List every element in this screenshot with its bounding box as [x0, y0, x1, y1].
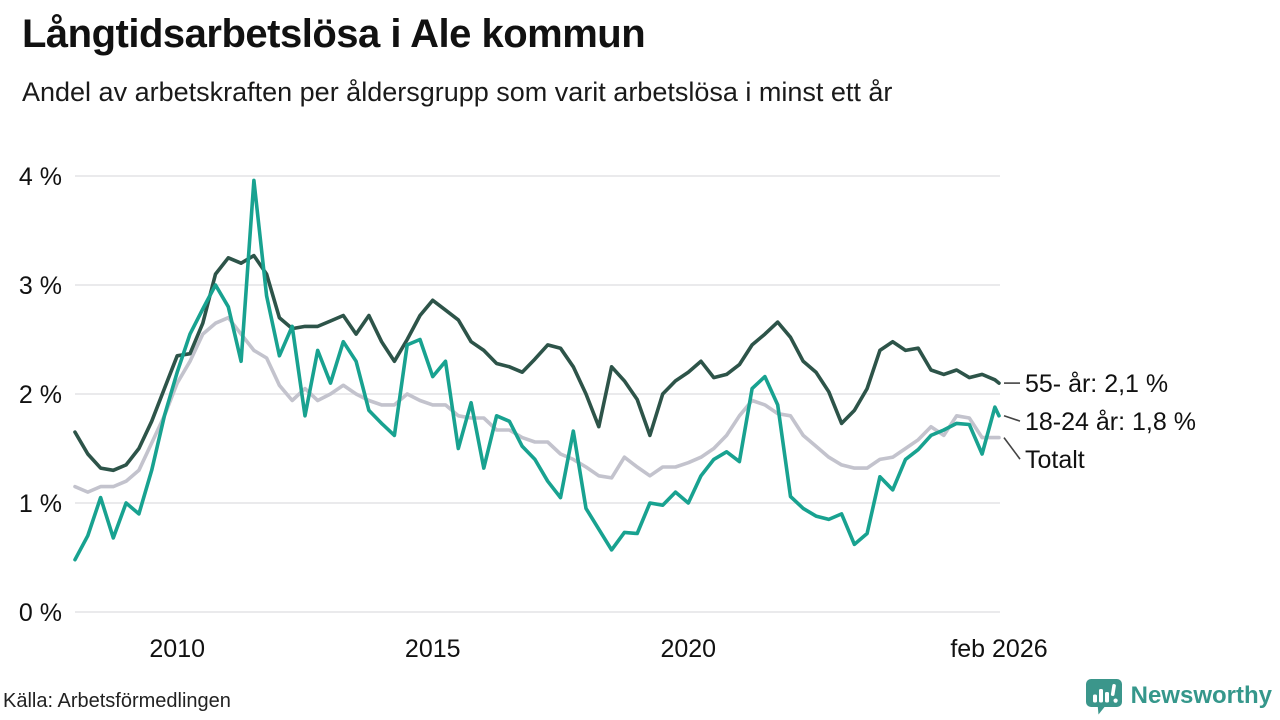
newsworthy-wordmark: Newsworthy — [1130, 682, 1272, 709]
page-title: Långtidsarbetslösa i Ale kommun — [22, 12, 646, 56]
y-tick-label-1: 1 % — [19, 490, 62, 518]
y-tick-label-3: 3 % — [19, 272, 62, 300]
x-tick-label-2015: 2015 — [405, 635, 461, 663]
x-tick-label-2010: 2010 — [149, 635, 205, 663]
source-attribution: Källa: Arbetsförmedlingen — [3, 690, 231, 712]
y-tick-label-0: 0 % — [19, 599, 62, 627]
annotation-connector-18-24-ar — [1003, 415, 1021, 422]
series-line-55-ar — [73, 253, 1001, 473]
newsworthy-speech-bubble-bar-chart-icon — [1085, 679, 1122, 715]
series-line-18-24-ar — [73, 178, 1001, 562]
page-subtitle: Andel av arbetskraften per åldersgrupp s… — [22, 77, 893, 107]
annotation-label-55-ar: 55- år: 2,1 % — [1025, 370, 1168, 398]
newsworthy-brand: Newsworthy — [1084, 677, 1272, 715]
y-tick-label-4: 4 % — [19, 163, 62, 191]
annotation-connector-totalt — [1003, 437, 1021, 460]
chart-header: Långtidsarbetslösa i Ale kommun Andel av… — [22, 10, 1262, 110]
annotation-label-totalt: Totalt — [1025, 446, 1085, 474]
y-tick-label-2: 2 % — [19, 381, 62, 409]
annotation-label-18-24-ar: 18-24 år: 1,8 % — [1025, 408, 1196, 436]
x-tick-label-feb-2026: feb 2026 — [950, 635, 1047, 663]
x-tick-label-2020: 2020 — [660, 635, 716, 663]
